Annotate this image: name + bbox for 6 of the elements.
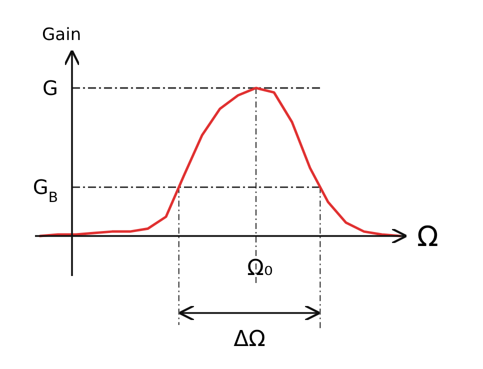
ref-line-label: G$_{B}$ [32,175,58,206]
text: Ω₀ [247,256,273,281]
ref-line-label: G [42,76,58,100]
y-axis-title: Gain [42,25,82,45]
x-axis-title: Ω [417,220,438,253]
text: ΔΩ [234,327,266,352]
